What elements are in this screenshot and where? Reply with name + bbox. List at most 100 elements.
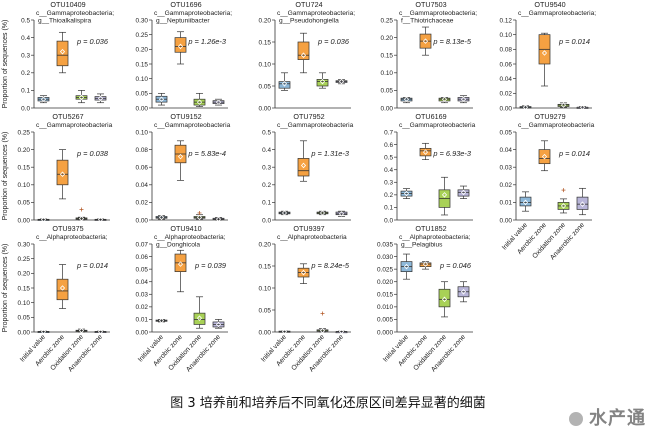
y-tick-label: 0.1 bbox=[384, 205, 393, 212]
p-value: p = 0.038 bbox=[76, 149, 109, 158]
p-value: p = 0.036 bbox=[76, 37, 109, 46]
p-value: p = 0.014 bbox=[76, 261, 108, 270]
figure-caption: 图 3 培养前和培养后不同氧化还原区间差异显著的细菌 bbox=[170, 396, 486, 411]
box bbox=[193, 312, 206, 325]
chart-title: OTU9375 bbox=[52, 224, 83, 233]
y-tick-label: 0.00 bbox=[136, 329, 149, 336]
mean-marker bbox=[97, 95, 104, 102]
box bbox=[297, 41, 310, 60]
box bbox=[278, 81, 291, 89]
y-tick-label: 0.20 bbox=[18, 271, 31, 278]
mean-marker bbox=[522, 104, 529, 111]
mean-marker bbox=[541, 50, 548, 56]
y-tick-label: 0.00 bbox=[381, 105, 394, 112]
p-value: p = 0.036 bbox=[317, 37, 350, 46]
mean-marker bbox=[40, 328, 47, 335]
y-tick-label: 0.04 bbox=[500, 76, 513, 83]
taxon-label: c__Alphaproteobacteria; bbox=[154, 234, 226, 241]
box bbox=[438, 288, 451, 308]
y-tick-label: 0.0 bbox=[21, 105, 30, 112]
chart-panel: OTU724c__Gammaproteobacteria;g__Pseudoho… bbox=[259, 0, 356, 112]
y-tick-label: 0.06 bbox=[136, 254, 149, 261]
y-tick-label: 0.25 bbox=[18, 129, 31, 136]
taxon-label: c__Gammaproteobacteria; bbox=[277, 10, 355, 17]
chart-title: OTU9397 bbox=[293, 224, 324, 233]
y-tick-label: 0.2 bbox=[262, 182, 271, 189]
mean-marker bbox=[422, 261, 429, 267]
taxon-label: c__Gammaproteobacteria; bbox=[36, 10, 114, 17]
taxon-label: c__Gammaproteobacteria bbox=[399, 122, 476, 129]
y-tick-label: 0.20 bbox=[18, 147, 31, 154]
mean-marker bbox=[97, 216, 104, 223]
y-tick-label: 0.02 bbox=[500, 182, 513, 189]
chart-title: OTU6169 bbox=[415, 112, 446, 121]
chart-title: OTU9540 bbox=[534, 0, 565, 9]
y-tick-label: 0.00 bbox=[136, 105, 149, 112]
chart-title: OTU9410 bbox=[170, 224, 201, 233]
mean-marker bbox=[403, 190, 410, 197]
taxon-label: c__Alphaproteobacteria; bbox=[36, 234, 108, 241]
chart-title: OTU1696 bbox=[170, 0, 201, 9]
p-value: p = 0.014 bbox=[558, 37, 590, 46]
y-tick-label: 0.20 bbox=[259, 17, 272, 24]
y-axis-label: Proportion of sequences (%) bbox=[2, 244, 9, 333]
mean-marker bbox=[158, 317, 165, 324]
mean-marker bbox=[59, 285, 66, 291]
mean-marker bbox=[40, 216, 47, 223]
y-tick-label: 0.020 bbox=[377, 279, 393, 286]
mean-marker bbox=[422, 38, 429, 44]
mean-marker bbox=[177, 261, 184, 267]
mean-marker bbox=[215, 99, 222, 105]
mean-marker bbox=[422, 149, 429, 155]
mean-marker bbox=[97, 328, 104, 335]
y-tick-label: 0.05 bbox=[18, 200, 31, 207]
y-axis-label: Proportion of sequences (%) bbox=[2, 132, 9, 221]
y-tick-label: 0.20 bbox=[259, 241, 272, 248]
mean-marker bbox=[403, 263, 410, 270]
chart-title: OTU724 bbox=[295, 0, 322, 9]
y-tick-label: 0.030 bbox=[377, 254, 393, 261]
y-tick-label: 0.10 bbox=[259, 285, 272, 292]
y-tick-label: 0.10 bbox=[18, 182, 31, 189]
y-tick-label: 0.5 bbox=[384, 154, 393, 161]
y-tick-label: 0.06 bbox=[136, 165, 149, 172]
x-tick-label: Anaerobic zone bbox=[549, 221, 586, 261]
y-tick-label: 0.20 bbox=[381, 35, 394, 42]
x-tick-label: Anaerobic zone bbox=[67, 333, 104, 373]
y-tick-label: 0.20 bbox=[136, 47, 149, 54]
mean-marker bbox=[441, 296, 448, 303]
mean-marker bbox=[40, 96, 47, 102]
p-value: p = 8.13e-5 bbox=[432, 37, 471, 46]
mean-marker bbox=[338, 78, 345, 85]
box bbox=[457, 189, 470, 197]
y-tick-label: 0.1 bbox=[262, 200, 271, 207]
y-tick-label: 0.15 bbox=[259, 263, 272, 270]
y-tick-label: 0.25 bbox=[381, 17, 394, 24]
y-tick-label: 0.00 bbox=[18, 217, 31, 224]
mean-marker bbox=[59, 171, 66, 178]
mean-marker bbox=[579, 104, 586, 111]
x-tick-label: Anaerobic zone bbox=[430, 333, 467, 373]
y-tick-label: 0.10 bbox=[136, 129, 149, 136]
y-tick-label: 0.05 bbox=[136, 91, 149, 98]
y-tick-label: 0.015 bbox=[377, 292, 393, 299]
y-tick-label: 0.03 bbox=[500, 165, 513, 172]
taxon-label: c__Alphaproteobacteria; bbox=[399, 234, 471, 241]
watermark: 水产通 bbox=[569, 404, 646, 430]
y-tick-label: 0.15 bbox=[18, 165, 31, 172]
y-tick-label: 0.05 bbox=[136, 266, 149, 273]
mean-marker bbox=[78, 94, 85, 101]
y-tick-label: 0.3 bbox=[384, 180, 393, 187]
chart-panel: OTU1852c__Alphaproteobacteria;g__Pelagib… bbox=[377, 224, 473, 373]
p-value: p = 0.039 bbox=[194, 261, 226, 270]
y-tick-label: 0.4 bbox=[384, 167, 393, 174]
chart-title: OTU1852 bbox=[415, 224, 446, 233]
mean-marker bbox=[281, 81, 288, 87]
y-tick-label: 0.00 bbox=[500, 217, 513, 224]
watermark-text: 水产通 bbox=[589, 408, 646, 429]
taxon-label: c__Alphaproteobacteria bbox=[277, 234, 347, 241]
y-tick-label: 0.2 bbox=[21, 70, 30, 77]
